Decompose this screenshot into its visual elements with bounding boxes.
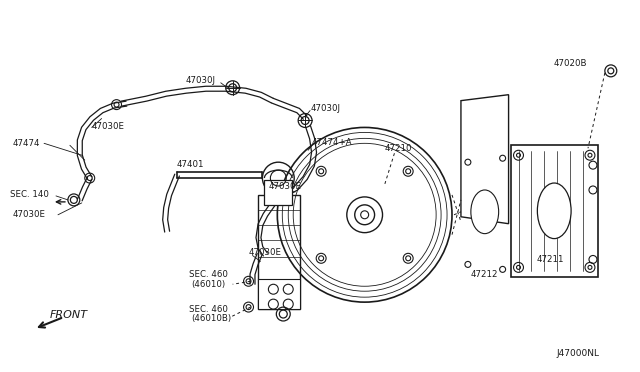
Text: 47020B: 47020B [553,60,587,68]
Text: FRONT: FRONT [50,310,88,320]
Text: SEC. 460: SEC. 460 [189,305,228,314]
Ellipse shape [471,190,499,234]
Text: SEC. 140: SEC. 140 [10,190,49,199]
Text: 47474: 47474 [12,139,40,148]
Text: 47030J: 47030J [186,76,216,85]
Text: 47030E: 47030E [92,122,125,131]
Text: SEC. 460: SEC. 460 [189,270,228,279]
Text: 47212: 47212 [471,270,499,279]
Bar [259,279,300,309]
Text: 47474+A: 47474+A [312,138,353,147]
Ellipse shape [538,183,571,238]
Text: 47030E: 47030E [268,183,301,192]
Text: (46010B): (46010B) [191,314,231,324]
Text: 47210: 47210 [385,144,412,153]
Bar [511,145,598,277]
Text: 47030J: 47030J [310,104,340,113]
Bar [259,195,300,309]
Text: 47211: 47211 [536,255,564,264]
Text: 47030E: 47030E [12,210,45,219]
Text: 47401: 47401 [176,160,204,169]
Bar [264,180,292,205]
Text: J47000NL: J47000NL [556,349,599,358]
Polygon shape [461,95,509,224]
Text: 47030E: 47030E [248,248,282,257]
Text: (46010): (46010) [191,280,225,289]
Circle shape [361,211,369,219]
